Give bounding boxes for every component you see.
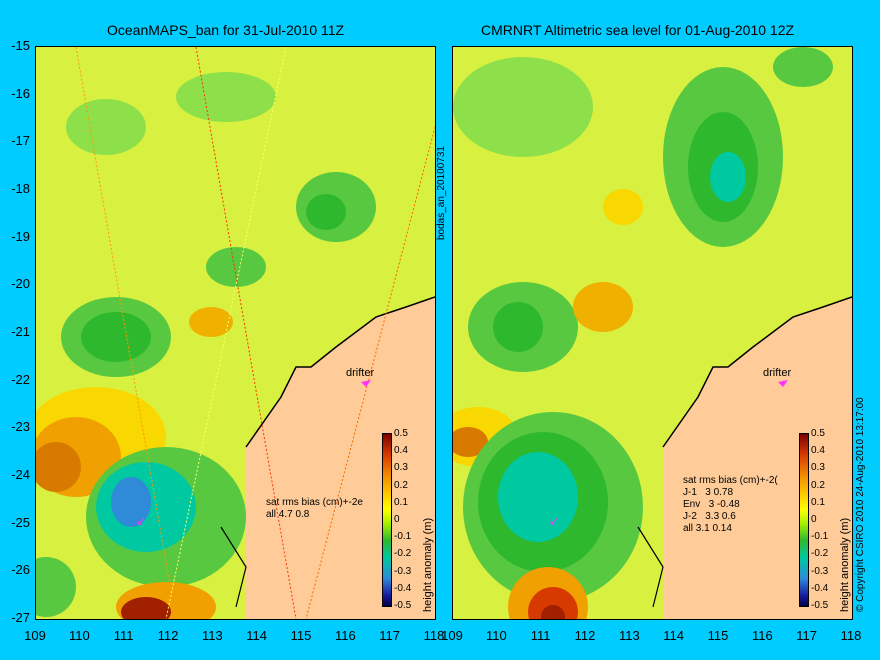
left-map-field: ↙: [36, 47, 435, 619]
right-x-tick-label: 110: [485, 628, 507, 643]
right-x-tick-label: 109: [441, 628, 463, 643]
left-x-tick-label: 112: [157, 628, 179, 643]
middle-side-label: bodas_an_20100731: [436, 146, 447, 240]
colorbar-tick-label: -0.2: [811, 548, 829, 560]
left-x-tick-label: 117: [379, 628, 401, 643]
left-colorbar-label: height anomaly (m): [422, 517, 434, 612]
right-x-tick-label: 115: [707, 628, 729, 643]
left-x-tick-label: 118: [423, 628, 445, 643]
y-tick-label: -22: [11, 371, 30, 387]
svg-text:↙: ↙: [136, 514, 146, 528]
y-tick-label: -17: [11, 133, 30, 149]
y-tick-label: -23: [11, 419, 30, 435]
colorbar-tick-label: 0.3: [394, 462, 408, 474]
colorbar-tick-label: 0.2: [811, 479, 825, 491]
y-tick-label: -18: [11, 181, 30, 196]
right-map-panel: ↙ drifter sat rms bias (cm)+-2( J-1 3 0.…: [452, 46, 853, 620]
right-x-tick-label: 114: [663, 628, 685, 643]
y-tick-label: -20: [11, 276, 30, 292]
right-x-tick-label: 113: [618, 628, 640, 643]
left-x-tick-label: 113: [201, 628, 223, 643]
right-x-tick-label: 111: [530, 628, 551, 643]
y-tick-label: -25: [11, 514, 30, 530]
colorbar-tick-label: 0.1: [811, 496, 825, 508]
colorbar-tick-label: -0.4: [811, 582, 829, 594]
left-colorbar: [382, 433, 392, 607]
right-x-tick-label: 117: [796, 628, 818, 643]
right-x-tick-label: 118: [840, 628, 862, 643]
svg-text:↙: ↙: [549, 514, 559, 528]
y-tick-label: -16: [11, 85, 30, 101]
left-drifter-label: drifter: [346, 367, 375, 379]
colorbar-tick-label: 0.3: [811, 462, 825, 474]
colorbar-tick-label: -0.2: [394, 548, 412, 560]
right-x-tick-label: 112: [574, 628, 596, 643]
left-panel-title: OceanMAPS_ban for 31-Jul-2010 11Z: [107, 22, 345, 38]
left-stats-text: sat rms bias (cm)+-2e all 4.7 0.8: [266, 497, 363, 520]
colorbar-tick-label: -0.1: [394, 531, 412, 543]
colorbar-tick-label: -0.5: [811, 600, 829, 611]
colorbar-tick-label: 0.2: [394, 479, 408, 491]
right-map-field: ↙: [453, 47, 852, 619]
right-colorbar-label: height anomaly (m): [839, 517, 851, 612]
colorbar-tick-label: -0.3: [394, 565, 412, 577]
right-colorbar: [799, 433, 809, 607]
right-stats-text: sat rms bias (cm)+-2( J-1 3 0.78 Env 3 -…: [683, 475, 778, 534]
colorbar-tick-label: 0: [394, 514, 400, 525]
right-drifter-label: drifter: [763, 367, 792, 379]
colorbar-tick-label: -0.1: [811, 531, 829, 543]
colorbar-tick-label: -0.5: [394, 600, 412, 611]
right-x-tick-label: 116: [751, 628, 773, 643]
copyright-label: © Copyright CSIRO 2010 24-Aug-2010 13:17…: [855, 397, 866, 612]
left-x-tick-label: 109: [24, 628, 46, 643]
colorbar-tick-label: -0.4: [394, 582, 412, 594]
colorbar-tick-label: 0.4: [811, 445, 825, 457]
left-map-panel: ↙ drifter sat rms bias (cm)+-2e all 4.7 …: [35, 46, 436, 620]
y-tick-label: -26: [11, 562, 30, 578]
y-tick-label: -21: [11, 324, 30, 339]
y-tick-label: -19: [11, 228, 30, 244]
left-x-tick-label: 110: [68, 628, 90, 643]
y-tick-label: -24: [11, 467, 30, 482]
colorbar-tick-label: 0.4: [394, 445, 408, 457]
left-x-tick-label: 115: [290, 628, 312, 643]
left-x-tick-label: 114: [246, 628, 268, 643]
y-tick-label: -15: [11, 38, 30, 53]
left-x-tick-label: 111: [113, 628, 134, 643]
colorbar-tick-label: 0: [811, 514, 817, 525]
colorbar-tick-label: 0.5: [394, 428, 408, 439]
y-tick-label: -27: [11, 610, 30, 625]
left-x-tick-label: 116: [334, 628, 356, 643]
colorbar-tick-label: -0.3: [811, 565, 829, 577]
colorbar-tick-label: 0.1: [394, 496, 408, 508]
right-panel-title: CMRNRT Altimetric sea level for 01-Aug-2…: [481, 22, 795, 38]
colorbar-tick-label: 0.5: [811, 428, 825, 439]
